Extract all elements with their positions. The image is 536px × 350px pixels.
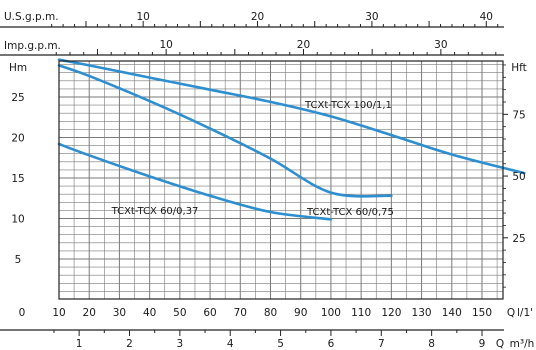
x-tick-label: 20 <box>83 307 96 319</box>
m3h-axis-q-label: Q <box>496 338 504 350</box>
y-tick-label: 15 <box>11 173 24 185</box>
plot-frame <box>58 60 504 300</box>
impgpm-tick-label: 20 <box>297 39 310 51</box>
x-tick-label: 110 <box>351 307 371 319</box>
y-tick-label: 5 <box>15 254 22 266</box>
x-tick-label: 120 <box>381 307 401 319</box>
y-tick-label: 25 <box>11 92 24 104</box>
y-right-tick-label: 25 <box>512 233 525 245</box>
m3h-tick-label: 3 <box>177 338 184 350</box>
usgpm-tick-label: 20 <box>251 11 264 23</box>
impgpm-tick-label: 30 <box>434 39 447 51</box>
y-tick-label: 20 <box>11 133 24 145</box>
x-tick-label: 140 <box>442 307 462 319</box>
m3h-tick-label: 5 <box>277 338 284 350</box>
x-origin-label: 0 <box>19 307 26 319</box>
y-right-axis-label: Hft <box>511 62 527 74</box>
y-tick-label: 10 <box>11 214 24 226</box>
usgpm-axis-label: U.S.g.p.m. <box>4 11 59 23</box>
usgpm-tick-label: 30 <box>365 11 378 23</box>
m3h-tick-label: 4 <box>227 338 234 350</box>
series-100-1-1-line <box>57 58 526 175</box>
m3h-tick-label: 6 <box>328 338 335 350</box>
x-tick-label: 80 <box>264 307 277 319</box>
x-tick-label: 130 <box>412 307 432 319</box>
x-tick-label: 10 <box>52 307 65 319</box>
m3h-axis-unit-label: m³/h <box>510 338 535 350</box>
impgpm-tick-label: 10 <box>159 39 172 51</box>
m3h-tick-label: 7 <box>378 338 385 350</box>
x-axis-unit-label: l/1' <box>517 307 533 319</box>
x-tick-label: 30 <box>113 307 126 319</box>
series-60-0-37-label: TCXt-TCX 60/0,37 <box>111 206 199 217</box>
x-tick-label: 150 <box>472 307 492 319</box>
x-axis-q-label: Q <box>507 307 515 319</box>
x-tick-label: 100 <box>321 307 341 319</box>
x-tick-label: 60 <box>203 307 216 319</box>
series-60-0-37-line <box>57 142 333 221</box>
usgpm-tick-label: 10 <box>136 11 149 23</box>
series-60-0-75-label: TCXt-TCX 60/0,75 <box>306 207 394 218</box>
series-60-0-75-line <box>57 64 393 198</box>
x-tick-label: 70 <box>234 307 247 319</box>
series-100-1-1-label: TCXt-TCX 100/1,1 <box>304 100 392 111</box>
grid <box>58 61 503 299</box>
m3h-tick-label: 1 <box>76 338 83 350</box>
impgpm-axis-label: Imp.g.p.m. <box>4 40 61 52</box>
y-right-tick-label: 75 <box>512 109 525 121</box>
m3h-tick-label: 2 <box>126 338 133 350</box>
usgpm-tick-label: 40 <box>480 11 493 23</box>
y-axis-label: Hm <box>9 62 27 74</box>
x-tick-label: 90 <box>294 307 307 319</box>
x-tick-label: 50 <box>173 307 186 319</box>
m3h-tick-label: 8 <box>428 338 435 350</box>
x-tick-label: 40 <box>143 307 156 319</box>
y-right-tick-label: 50 <box>512 171 525 183</box>
series-lines: TCXt-TCX 100/1,1 TCXt-TCX 60/0,75 TCXt-TCX… <box>57 58 526 221</box>
m3h-tick-label: 9 <box>479 338 486 350</box>
